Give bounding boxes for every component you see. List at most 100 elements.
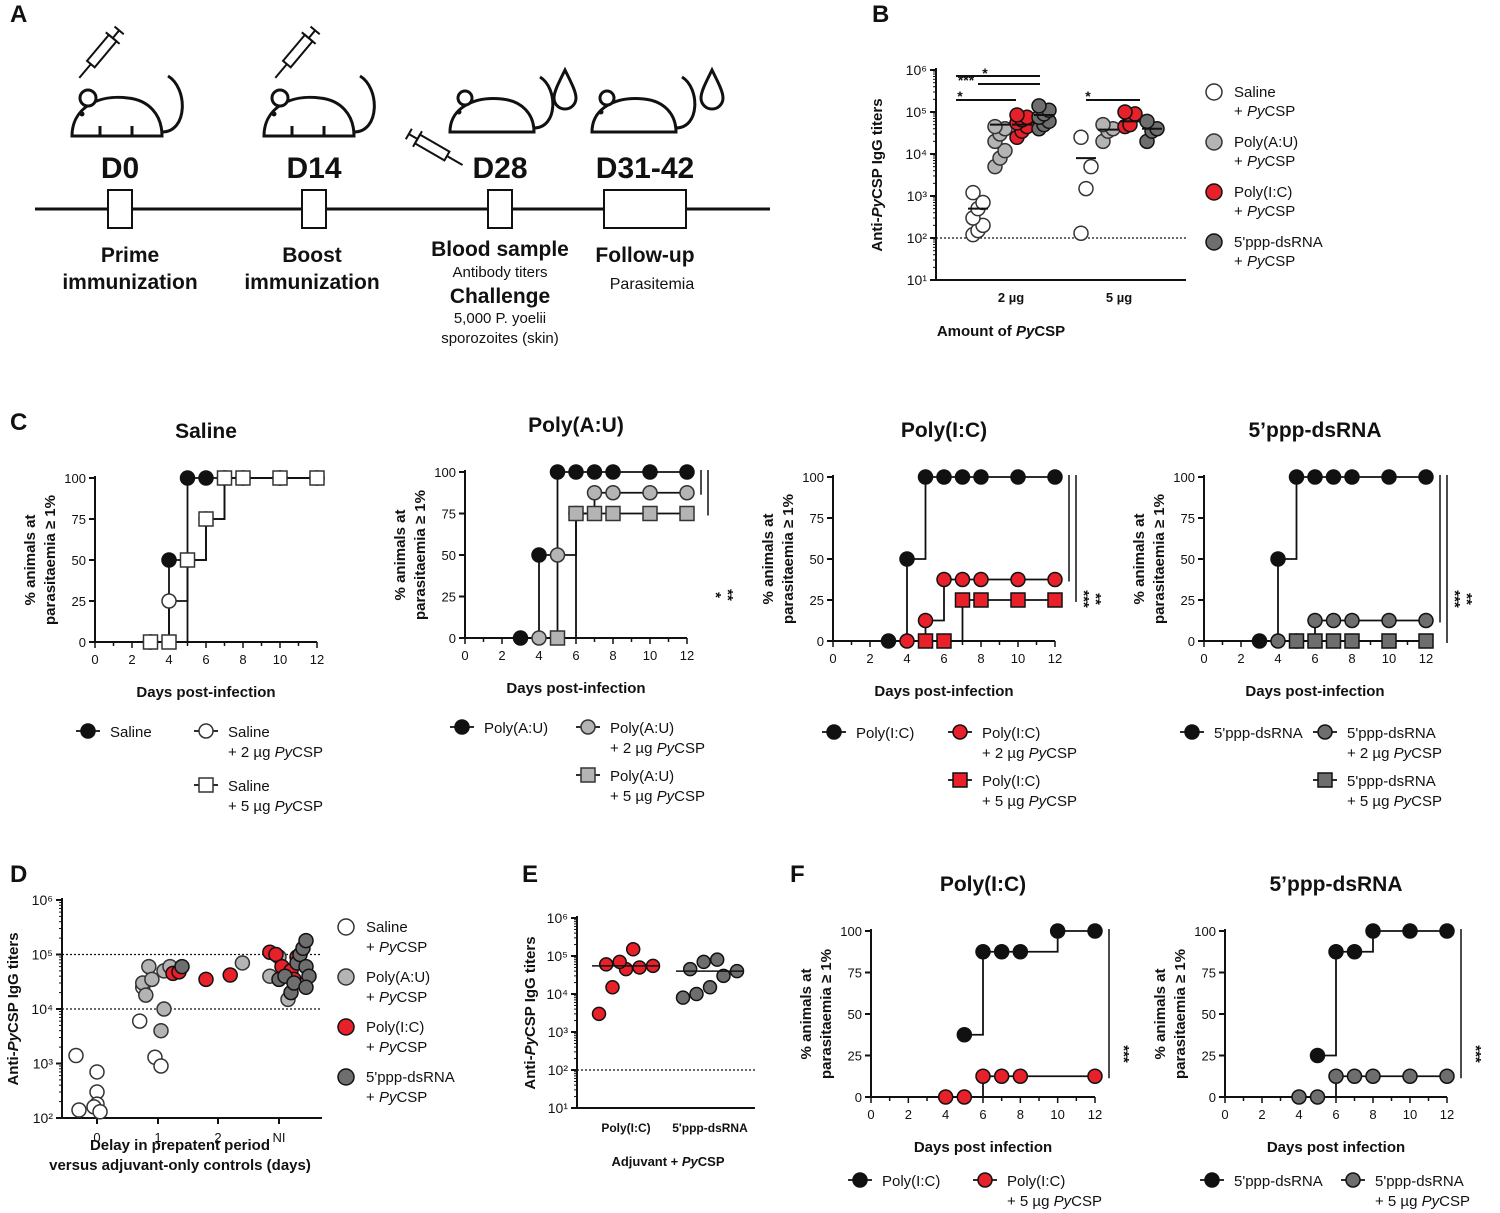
y-tick-label: 25 (442, 590, 456, 605)
prime-label-2: immunization (62, 271, 197, 294)
blood-drop-icon (552, 66, 578, 111)
legend-label: Poly(I:C) (982, 773, 1040, 790)
data-point (1087, 923, 1103, 939)
y-axis-label: % animals at (1131, 514, 1148, 605)
data-point (591, 1006, 607, 1022)
legend-marker (1345, 1172, 1361, 1188)
legend-marker (1205, 133, 1223, 151)
chart-f-5ppp-dsrna: 5’ppp-dsRNA 0 25 50 75 100 0 2 4 6 8 10 12 Days post … (1152, 873, 1484, 1210)
panel-label-e: E (522, 861, 538, 888)
data-point (954, 592, 971, 608)
legend-marker (337, 918, 355, 936)
followup-label: Follow-up (595, 244, 694, 267)
data-point (216, 470, 233, 486)
data-point (679, 485, 695, 501)
chart-title: 5’ppp-dsRNA (1270, 873, 1403, 896)
y-axis-label: % animals at (22, 515, 39, 606)
y-tick-label: 75 (442, 507, 456, 522)
legend-marker (1317, 724, 1333, 740)
antibody-titers-label: Antibody titers (452, 264, 547, 281)
x-tick-label: 2 (905, 1107, 912, 1122)
legend-label: + PyCSP (1234, 103, 1295, 120)
legend-label: Poly(A:U) (610, 720, 674, 737)
chart-c-poly-au: Poly(A:U) 0 25 50 75 100 0 2 4 6 8 10 12 Days post-in… (392, 414, 736, 805)
y-tick-label: 0 (449, 631, 456, 646)
data-point (586, 464, 603, 480)
y-tick-label: 10² (548, 1062, 569, 1078)
data-point (1328, 944, 1344, 960)
day-label-d14: D14 (286, 152, 341, 185)
data-point (937, 1089, 954, 1105)
data-point (899, 551, 915, 567)
x-tick-label: 4 (1295, 1107, 1302, 1122)
x-tick-label: 5'ppp-dsRNA (672, 1121, 748, 1135)
syringe-icon (78, 25, 125, 79)
legend-marker (1205, 83, 1223, 101)
legend-label: Saline (228, 778, 270, 795)
significance-label: * (707, 592, 724, 598)
y-tick-label: 100 (1194, 924, 1216, 939)
data-point (1344, 633, 1360, 649)
x-tick-label: 2 µg (998, 290, 1024, 305)
y-tick-label: 10⁴ (546, 986, 568, 1002)
data-point (549, 630, 566, 646)
chart-d: 10² 10³ 10⁴ 10⁵ 10⁶ 0 1 2 NI Anti-PyCSP IgG titer… (5, 892, 455, 1174)
data-point (142, 634, 159, 650)
x-tick-label: 2 (1258, 1107, 1265, 1122)
data-point (880, 633, 897, 649)
legend-label: + 5 µg PyCSP (1347, 793, 1442, 810)
legend-marker (977, 1172, 993, 1188)
x-tick-label: 10 (643, 648, 657, 663)
legend-label: 5'ppp-dsRNA (1234, 1173, 1323, 1190)
y-tick-label: 100 (802, 470, 824, 485)
y-tick-label: 0 (817, 634, 824, 649)
chart-b: 10¹ 10² 10³ 10⁴ 10⁵ 10⁶ Anti-PyCSP IgG titers 2… (869, 62, 1323, 340)
data-point (1325, 612, 1342, 629)
data-point (179, 470, 196, 486)
x-tick-label: 8 (1369, 1107, 1376, 1122)
data-point (198, 470, 214, 486)
x-axis-label: Amount of PyCSP (937, 323, 1065, 340)
legend-label: + 2 µg PyCSP (610, 740, 705, 757)
x-tick-label: 10 (1050, 1107, 1064, 1122)
data-point (68, 1047, 84, 1064)
y-tick-label: 25 (848, 1049, 862, 1064)
x-tick-label: 4 (535, 648, 542, 663)
blood-sample-label: Blood sample (431, 238, 569, 261)
data-point (1010, 469, 1026, 485)
y-tick-label: 10² (907, 230, 928, 246)
sporozoite-dose-label: 5,000 P. yoelii (454, 310, 546, 327)
legend-label: 5'ppp-dsRNA (1375, 1173, 1464, 1190)
legend-label: Poly(I:C) (366, 1019, 424, 1036)
x-tick-label: 4 (1274, 651, 1281, 666)
x-axis-label: Days post-infection (1245, 683, 1384, 700)
y-axis-label: parasitaemia ≥ 1% (1172, 949, 1189, 1079)
x-tick-label: 4 (165, 652, 172, 667)
x-tick-label: 0 (1221, 1107, 1228, 1122)
y-axis-label: Anti-PyCSP IgG titers (522, 936, 539, 1089)
data-point (161, 634, 177, 650)
data-point (642, 485, 658, 501)
x-tick-label: 8 (1348, 651, 1355, 666)
data-point (89, 1064, 105, 1080)
data-point (1288, 633, 1305, 649)
legend-label: + PyCSP (1234, 153, 1295, 170)
chart-c-poly-ic: Poly(I:C) 0 25 50 75 100 0 2 4 6 8 10 12 Days post-in… (760, 419, 1104, 810)
data-point (605, 485, 621, 501)
y-tick-label: 10³ (33, 1056, 54, 1072)
data-point (689, 986, 704, 1002)
data-point (987, 118, 1003, 135)
data-point (1328, 1068, 1344, 1084)
data-point (1117, 104, 1133, 120)
data-point (1251, 633, 1268, 649)
legend-marker (1204, 1172, 1220, 1188)
legend-label: 5'ppp-dsRNA (1234, 234, 1323, 251)
data-point (531, 630, 547, 646)
data-point (1309, 1047, 1326, 1064)
data-point (568, 464, 584, 480)
x-tick-label: 10 (273, 652, 287, 667)
legend-label: + 5 µg PyCSP (1007, 1193, 1102, 1210)
legend-marker (1205, 233, 1223, 251)
y-axis-label: % animals at (1152, 969, 1169, 1060)
x-tick-label: 12 (680, 648, 694, 663)
